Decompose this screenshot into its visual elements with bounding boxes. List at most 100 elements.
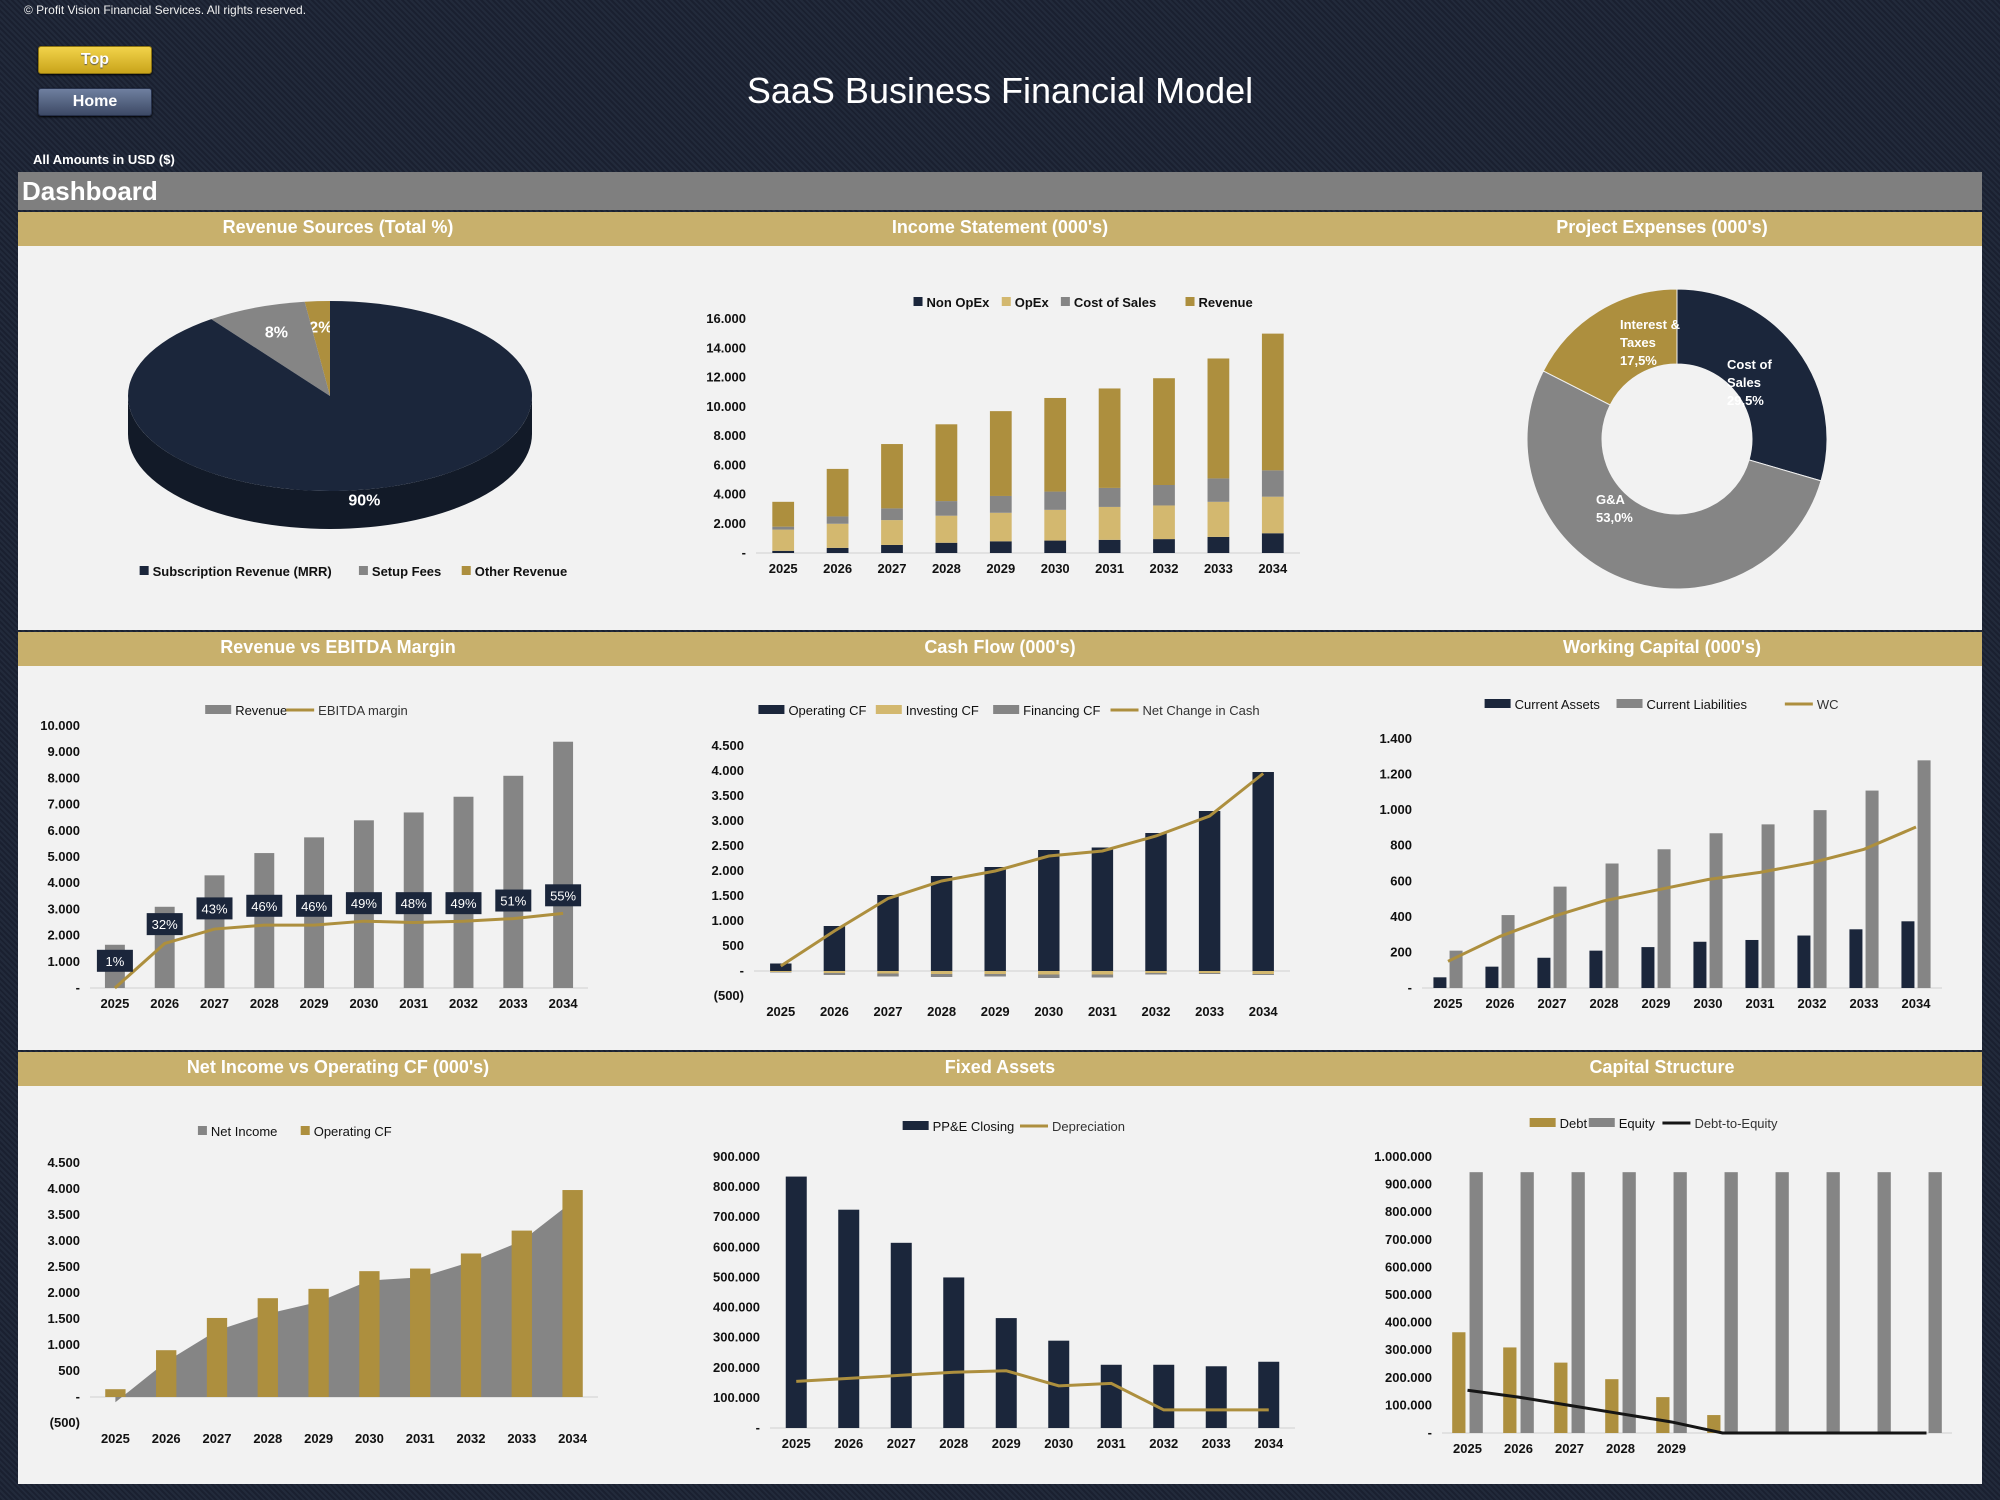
revenue-ebitda-y-tick: 1.000 bbox=[47, 954, 80, 969]
income-legend-label: OpEx bbox=[1015, 295, 1050, 310]
financing-cf-bar bbox=[1145, 973, 1167, 975]
cash-flow-y-tick: 3.000 bbox=[711, 813, 744, 828]
ebitda-label-box bbox=[545, 884, 582, 907]
working-capital-chart: - 200 400 600 800 1.000 1.200 1.400 2025 2026 2027… bbox=[1379, 697, 1942, 1011]
income-y-tick: - bbox=[742, 545, 746, 560]
income-bar-segment bbox=[1153, 505, 1175, 540]
income-bar-segment bbox=[1207, 478, 1230, 502]
ebitda-margin-label: 49% bbox=[450, 896, 476, 911]
ebitda-label-box bbox=[345, 892, 382, 915]
capital-structure-y-tick: - bbox=[1428, 1425, 1432, 1440]
pie-value-label: 2% bbox=[309, 320, 332, 337]
equity-bar bbox=[1928, 1172, 1942, 1433]
capital-structure-legend-label: Debt bbox=[1560, 1116, 1588, 1131]
currency-note: All Amounts in USD ($) bbox=[33, 152, 175, 167]
income-bar-segment bbox=[1098, 506, 1121, 540]
project-expenses-chart: Cost of Sales 29,5% G&A 53,0% Interest & Taxes… bbox=[1526, 288, 1828, 590]
home-button[interactable]: Home bbox=[38, 88, 152, 116]
ppe-closing-bar bbox=[1205, 1366, 1227, 1428]
fixed-assets-title: Fixed Assets bbox=[944, 1057, 1056, 1077]
revenue-ebitda-x-tick: 2034 bbox=[549, 996, 579, 1011]
cash-flow-title: Cash Flow (000's) bbox=[924, 637, 1076, 657]
current-assets-bar bbox=[1589, 950, 1603, 988]
income-y-tick: 2.000 bbox=[713, 516, 746, 531]
ebitda-label-box bbox=[146, 913, 183, 936]
income-bar-segment bbox=[989, 411, 1012, 496]
income-y-tick: 8.000 bbox=[713, 428, 746, 443]
capital-structure-legend-swatch bbox=[1588, 1118, 1615, 1127]
operating-cf-bar bbox=[562, 1190, 583, 1397]
working-capital-x-tick: 2034 bbox=[1902, 996, 1932, 1011]
financing-cf-bar bbox=[877, 973, 899, 977]
ppe-closing-bar bbox=[1153, 1364, 1175, 1428]
ppe-closing-bar bbox=[838, 1209, 860, 1428]
capital-structure-x-tick: 2025 bbox=[1453, 1441, 1482, 1456]
revenue-ebitda-y-tick: 2.000 bbox=[47, 928, 80, 943]
top-button[interactable]: Top bbox=[38, 46, 152, 74]
capital-structure-y-tick: 500.000 bbox=[1385, 1287, 1432, 1302]
cash-flow-x-tick: 2034 bbox=[1249, 1004, 1279, 1019]
capital-structure-y-tick: 100.000 bbox=[1385, 1397, 1432, 1412]
revenue-ebitda-legend-label: Revenue bbox=[235, 703, 287, 718]
income-bar-segment bbox=[1153, 484, 1175, 506]
income-bar-segment bbox=[826, 468, 849, 517]
net-income-ocf-x-tick: 2031 bbox=[406, 1431, 435, 1446]
income-bar-segment bbox=[1153, 378, 1175, 485]
income-bar-segment bbox=[1044, 491, 1067, 510]
fixed-assets-y-tick: 100.000 bbox=[713, 1390, 760, 1405]
donut-value-label: Sales bbox=[1727, 375, 1761, 390]
income-legend-label: Revenue bbox=[1199, 295, 1253, 310]
working-capital-x-tick: 2032 bbox=[1798, 996, 1827, 1011]
revenue-ebitda-title: Revenue vs EBITDA Margin bbox=[220, 637, 456, 657]
cash-flow-chart: (500) - 500 1.000 1.500 2.000 2.500 3.000 3.500 4… bbox=[711, 703, 1290, 1019]
current-assets-bar bbox=[1901, 921, 1915, 988]
fixed-assets-x-tick: 2027 bbox=[887, 1436, 916, 1451]
operating-cf-bar bbox=[156, 1350, 177, 1397]
operating-cf-bar bbox=[460, 1253, 482, 1397]
working-capital-legend-swatch bbox=[1616, 699, 1643, 708]
fixed-assets-x-tick: 2034 bbox=[1254, 1436, 1284, 1451]
revenue-ebitda-legend-swatch bbox=[205, 705, 232, 714]
cash-flow-y-tick: 4.500 bbox=[711, 738, 744, 753]
revenue-bar bbox=[254, 853, 275, 988]
project-expenses-title: Project Expenses (000's) bbox=[1556, 217, 1768, 237]
cash-flow-legend-label: Net Change in Cash bbox=[1143, 703, 1260, 718]
income-bar-segment bbox=[1044, 540, 1067, 553]
income-bar-segment bbox=[1207, 536, 1230, 553]
income-bar-segment bbox=[826, 516, 849, 524]
operating-cf-bar bbox=[984, 867, 1006, 971]
income-bar-segment bbox=[1261, 496, 1284, 534]
income-bar-segment bbox=[881, 544, 903, 553]
cash-flow-legend-label: Investing CF bbox=[906, 703, 979, 718]
cash-flow-y-tick: 2.500 bbox=[711, 838, 744, 853]
income-bar-segment bbox=[989, 541, 1012, 553]
ebitda-label-box bbox=[495, 889, 532, 912]
fixed-assets-chart: - 100.000 200.000 300.000 400.000 500.000 600.… bbox=[713, 1119, 1295, 1451]
capital-structure-y-tick: 300.000 bbox=[1385, 1342, 1432, 1357]
revenue-ebitda-y-tick: 6.000 bbox=[47, 823, 80, 838]
fixed-assets-x-tick: 2032 bbox=[1149, 1436, 1178, 1451]
working-capital-title: Working Capital (000's) bbox=[1563, 637, 1761, 657]
revenue-ebitda-x-tick: 2025 bbox=[100, 996, 129, 1011]
current-assets-bar bbox=[1485, 966, 1499, 988]
revenue-sources-title: Revenue Sources (Total %) bbox=[222, 217, 454, 237]
debt-bar bbox=[1656, 1397, 1670, 1433]
net-income-area bbox=[115, 1201, 573, 1403]
debt-bar bbox=[1452, 1332, 1466, 1433]
net-income-ocf-y-tick: 3.500 bbox=[47, 1207, 80, 1222]
fixed-assets-y-tick: 900.000 bbox=[713, 1149, 760, 1164]
row-2-header: Revenue vs EBITDA Margin Cash Flow (000'… bbox=[18, 632, 1982, 666]
working-capital-x-tick: 2031 bbox=[1746, 996, 1775, 1011]
equity-bar bbox=[1469, 1172, 1483, 1433]
debt-bar bbox=[1503, 1347, 1517, 1433]
financing-cf-bar bbox=[770, 972, 792, 973]
revenue-ebitda-y-tick: - bbox=[76, 980, 80, 995]
net-income-ocf-y-tick: 500 bbox=[58, 1363, 80, 1378]
fixed-assets-legend-swatch bbox=[902, 1121, 929, 1130]
capital-structure-y-tick: 1.000.000 bbox=[1374, 1149, 1432, 1164]
capital-structure-y-tick: 400.000 bbox=[1385, 1315, 1432, 1330]
operating-cf-bar bbox=[770, 963, 792, 971]
income-bar-segment bbox=[826, 547, 849, 553]
fixed-assets-y-tick: 200.000 bbox=[713, 1360, 760, 1375]
income-statement-title: Income Statement (000's) bbox=[891, 217, 1109, 237]
